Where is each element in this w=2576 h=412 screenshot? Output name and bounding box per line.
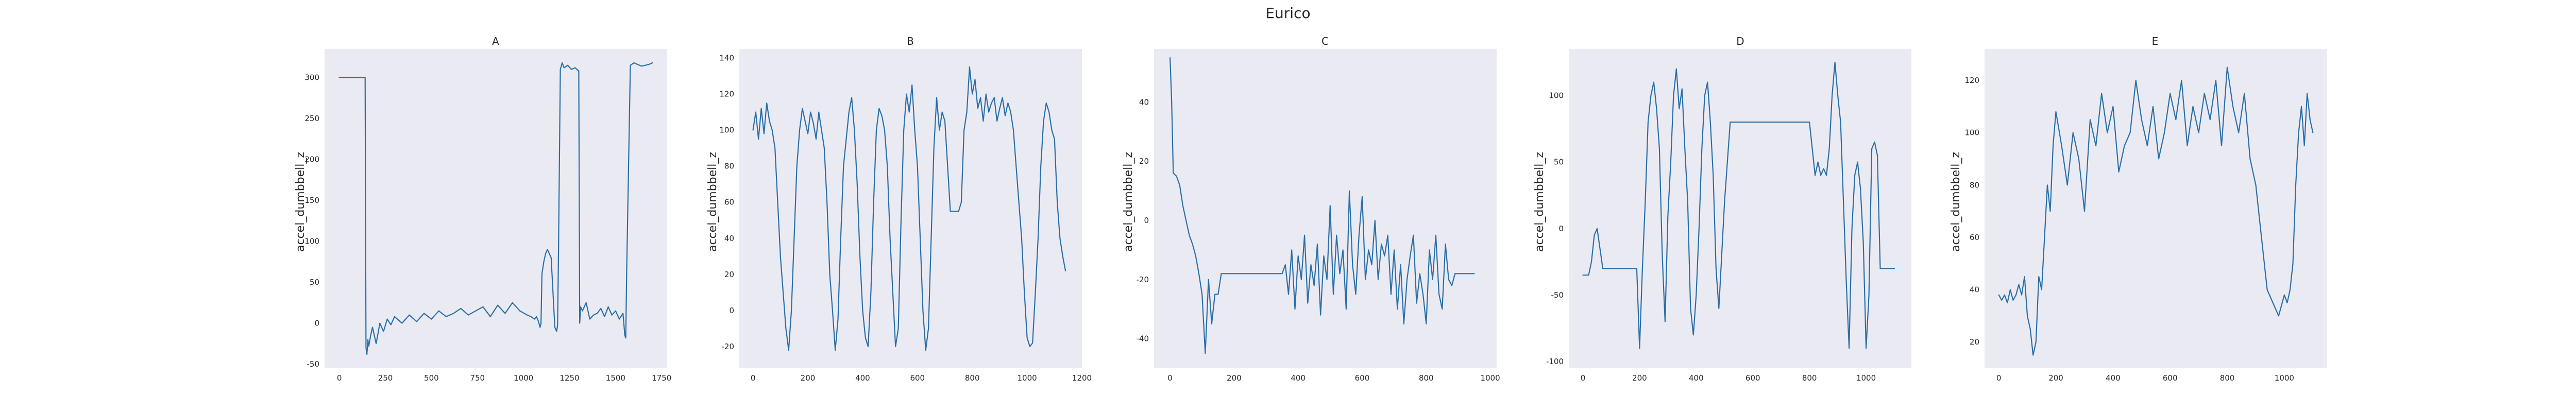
y-tick-label-d-2: 0 (1558, 224, 1564, 233)
x-tick-label-a-4: 1000 (514, 373, 533, 383)
x-tick-label-b-5: 1000 (1018, 373, 1037, 383)
series-line-e (1998, 66, 2314, 356)
x-tick-label-c-0: 0 (1167, 373, 1173, 383)
x-tick-label-c-2: 400 (1291, 373, 1306, 383)
y-axis-label-d: accel_dumbbell_z (1533, 152, 1546, 252)
y-tick-label-a-5: 200 (304, 155, 319, 164)
subplot-title-b: B (907, 35, 914, 47)
y-tick-label-d-1: -50 (1551, 290, 1564, 300)
y-tick-label-b-4: 60 (724, 198, 734, 207)
x-tick-label-e-4: 800 (2220, 373, 2235, 383)
y-axis-label-a: accel_dumbbell_z (294, 152, 307, 252)
y-tick-label-b-2: 20 (724, 270, 734, 279)
y-tick-label-c-1: -20 (1137, 275, 1149, 284)
x-tick-label-d-1: 200 (1632, 373, 1647, 383)
x-tick-label-b-1: 200 (801, 373, 816, 383)
y-axis-label-e: accel_dumbbell_z (1950, 152, 1962, 252)
y-tick-label-b-7: 120 (719, 90, 734, 99)
series-line-a (338, 62, 653, 355)
x-tick-label-c-4: 800 (1419, 373, 1434, 383)
x-tick-label-e-0: 0 (1996, 373, 2002, 383)
x-tick-label-b-6: 1200 (1072, 373, 1092, 383)
subplot-title-a: A (492, 35, 499, 47)
y-tick-label-e-3: 80 (1970, 180, 1979, 190)
y-axis-label-b: accel_dumbbell_z (706, 152, 719, 252)
y-tick-label-b-8: 140 (719, 54, 734, 63)
x-tick-label-d-2: 400 (1689, 373, 1704, 383)
y-tick-label-d-0: -100 (1546, 357, 1564, 366)
x-tick-label-a-0: 0 (337, 373, 342, 383)
y-tick-label-c-0: -40 (1137, 334, 1149, 344)
x-tick-label-a-7: 1750 (652, 373, 671, 383)
x-tick-label-b-4: 800 (965, 373, 980, 383)
series-line-b (752, 66, 1066, 351)
subplot-e: E accel_dumbbell_z 0 200 400 600 800 1000 20 40… (1950, 35, 2327, 383)
x-tick-label-d-0: 0 (1581, 373, 1586, 383)
x-tick-label-d-4: 800 (1802, 373, 1817, 383)
series-line-c (1170, 57, 1475, 354)
subplot-title-d: D (1736, 35, 1744, 47)
y-tick-label-c-3: 20 (1139, 157, 1149, 166)
x-tick-label-e-3: 600 (2163, 373, 2178, 383)
x-tick-label-a-2: 500 (424, 373, 439, 383)
figure-title: Eurico (1265, 5, 1310, 22)
y-tick-label-e-1: 40 (1970, 285, 1979, 295)
y-tick-label-a-2: 50 (310, 278, 319, 287)
y-tick-label-b-1: 0 (729, 306, 734, 315)
y-tick-label-a-0: -50 (307, 359, 320, 369)
x-tick-label-a-5: 1250 (560, 373, 579, 383)
series-line-d (1582, 61, 1895, 349)
y-tick-label-c-2: 0 (1144, 216, 1149, 225)
x-tick-label-b-2: 400 (855, 373, 870, 383)
y-tick-label-c-4: 40 (1139, 97, 1149, 107)
x-tick-label-c-1: 200 (1227, 373, 1242, 383)
x-tick-label-e-5: 1000 (2275, 373, 2294, 383)
plot-area-e (1985, 49, 2327, 368)
x-tick-label-e-1: 200 (2048, 373, 2063, 383)
subplot-c: C accel_dumbbell_z 0 200 400 600 800 1000-40-… (1122, 35, 1500, 383)
plot-area-a (325, 49, 667, 368)
y-tick-label-b-6: 100 (719, 126, 734, 135)
subplot-title-c: C (1321, 35, 1329, 47)
y-tick-label-e-2: 60 (1970, 233, 1979, 242)
x-tick-label-e-2: 400 (2106, 373, 2121, 383)
x-tick-label-a-1: 250 (378, 373, 393, 383)
subplot-b: B accel_dumbbell_z 0 200 400 600 800 1000 1200… (706, 35, 1092, 383)
x-tick-label-b-0: 0 (751, 373, 756, 383)
y-tick-label-e-0: 20 (1970, 337, 1979, 347)
subplot-a: A accel_dumbbell_z 0 250 500 750 1000 1250 150… (294, 35, 671, 383)
y-tick-label-a-4: 150 (304, 196, 319, 205)
y-tick-label-e-5: 120 (1964, 76, 1979, 85)
subplot-d: D accel_dumbbell_z 0 200 400 600 800 1000-100… (1533, 35, 1911, 383)
x-tick-label-c-5: 1000 (1480, 373, 1500, 383)
y-tick-label-d-4: 100 (1549, 91, 1564, 100)
y-axis-label-c: accel_dumbbell_z (1122, 152, 1135, 252)
x-tick-label-b-3: 600 (910, 373, 925, 383)
y-tick-label-a-1: 0 (314, 319, 319, 328)
x-tick-label-a-3: 750 (470, 373, 485, 383)
y-tick-label-d-3: 50 (1554, 158, 1564, 167)
x-tick-label-c-3: 600 (1355, 373, 1370, 383)
y-tick-label-a-3: 100 (304, 237, 319, 246)
x-tick-label-a-6: 1500 (606, 373, 625, 383)
x-tick-label-d-3: 600 (1745, 373, 1760, 383)
y-tick-label-b-3: 40 (724, 234, 734, 243)
plot-area-c (1154, 49, 1497, 368)
x-tick-label-d-5: 1000 (1856, 373, 1876, 383)
plot-area-d (1569, 49, 1911, 368)
y-tick-label-e-4: 100 (1964, 128, 1979, 138)
y-tick-label-b-5: 80 (724, 162, 734, 171)
y-tick-label-a-7: 300 (304, 73, 319, 82)
y-tick-label-b-0: -20 (722, 342, 735, 351)
subplot-title-e: E (2152, 35, 2159, 47)
y-tick-label-a-6: 250 (304, 114, 319, 123)
